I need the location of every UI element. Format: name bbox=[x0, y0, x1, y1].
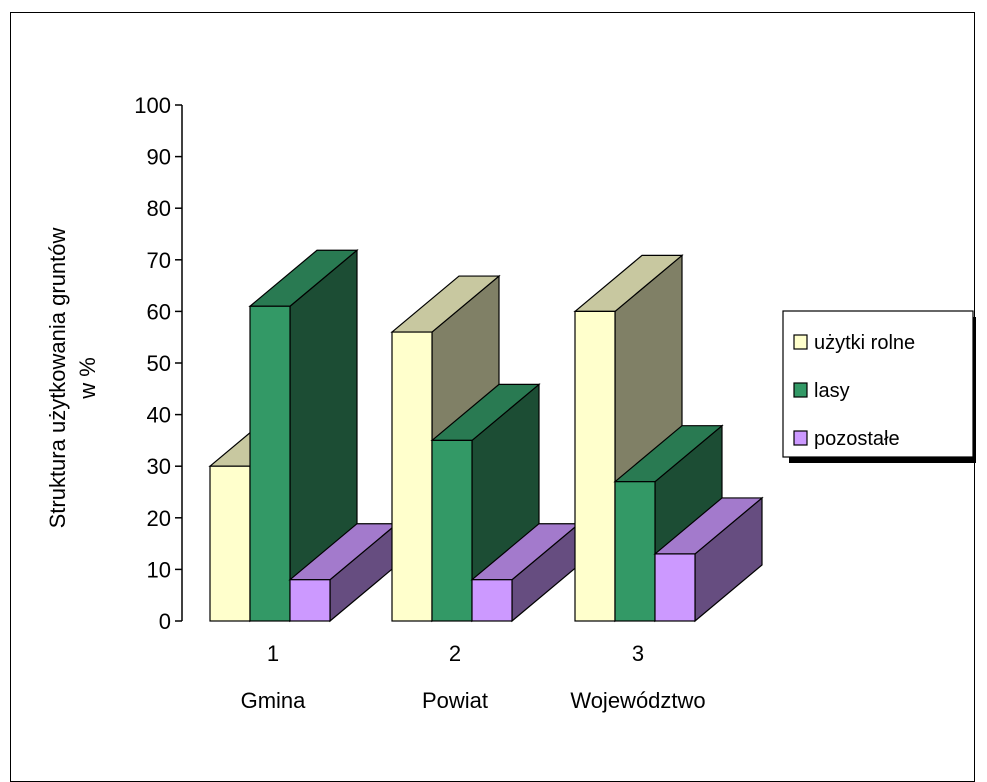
bar-front bbox=[209, 465, 251, 622]
legend-swatch bbox=[793, 430, 808, 446]
x-tick-label: 3 bbox=[632, 641, 644, 666]
legend-box bbox=[782, 310, 974, 458]
y-tick-label: 30 bbox=[147, 454, 171, 479]
bars bbox=[208, 248, 764, 623]
bar-0-2 bbox=[288, 522, 399, 623]
y-axis-title: Struktura użytkowania gruntów w % bbox=[45, 227, 100, 528]
bar-front bbox=[614, 481, 656, 622]
x-tick-label: 2 bbox=[449, 641, 461, 666]
y-tick-label: 60 bbox=[147, 299, 171, 324]
chart-area: 0 10 20 30 40 50 60 70 80 90 100 1 Gmina 2 Powiat 3 Woj… bbox=[45, 93, 976, 713]
legend-swatch bbox=[793, 334, 808, 350]
bar-2-2 bbox=[653, 496, 764, 623]
y-tick-label: 80 bbox=[147, 196, 171, 221]
legend-swatch bbox=[793, 382, 808, 398]
y-axis-title-line1: Struktura użytkowania gruntów bbox=[45, 227, 70, 528]
bar-1-1 bbox=[430, 383, 541, 623]
y-tick-label: 100 bbox=[134, 93, 171, 118]
category-name: Powiat bbox=[422, 688, 488, 713]
legend-label: pozostałe bbox=[814, 428, 900, 450]
y-tick-label: 40 bbox=[147, 403, 171, 428]
bar-front bbox=[471, 579, 513, 622]
bar-front bbox=[654, 553, 696, 622]
category-name: Gmina bbox=[241, 688, 307, 713]
category-name: Województwo bbox=[570, 688, 705, 713]
bar-front bbox=[574, 310, 616, 622]
bar-front bbox=[249, 305, 291, 622]
y-tick-label: 10 bbox=[147, 557, 171, 582]
x-axis-labels: 1 Gmina 2 Powiat 3 Województwo bbox=[241, 641, 706, 713]
y-tick-label: 0 bbox=[159, 609, 171, 634]
y-axis-title-line2: w % bbox=[75, 357, 100, 400]
legend: użytki rolne lasy pozostałe bbox=[782, 310, 976, 463]
x-tick-label: 1 bbox=[267, 641, 279, 666]
y-tick-label: 50 bbox=[147, 351, 171, 376]
bar-front bbox=[431, 439, 473, 622]
legend-label: lasy bbox=[814, 380, 850, 402]
y-tick-label: 20 bbox=[147, 506, 171, 531]
bar-front bbox=[289, 579, 331, 622]
legend-label: użytki rolne bbox=[814, 332, 915, 354]
y-tick-label: 90 bbox=[147, 145, 171, 170]
y-axis: 0 10 20 30 40 50 60 70 80 90 100 bbox=[134, 93, 183, 634]
chart-frame: 0 10 20 30 40 50 60 70 80 90 100 1 Gmina 2 Powiat 3 Woj… bbox=[10, 12, 976, 782]
bar-1-2 bbox=[470, 522, 581, 623]
bar-front bbox=[391, 331, 433, 622]
y-tick-label: 70 bbox=[147, 248, 171, 273]
